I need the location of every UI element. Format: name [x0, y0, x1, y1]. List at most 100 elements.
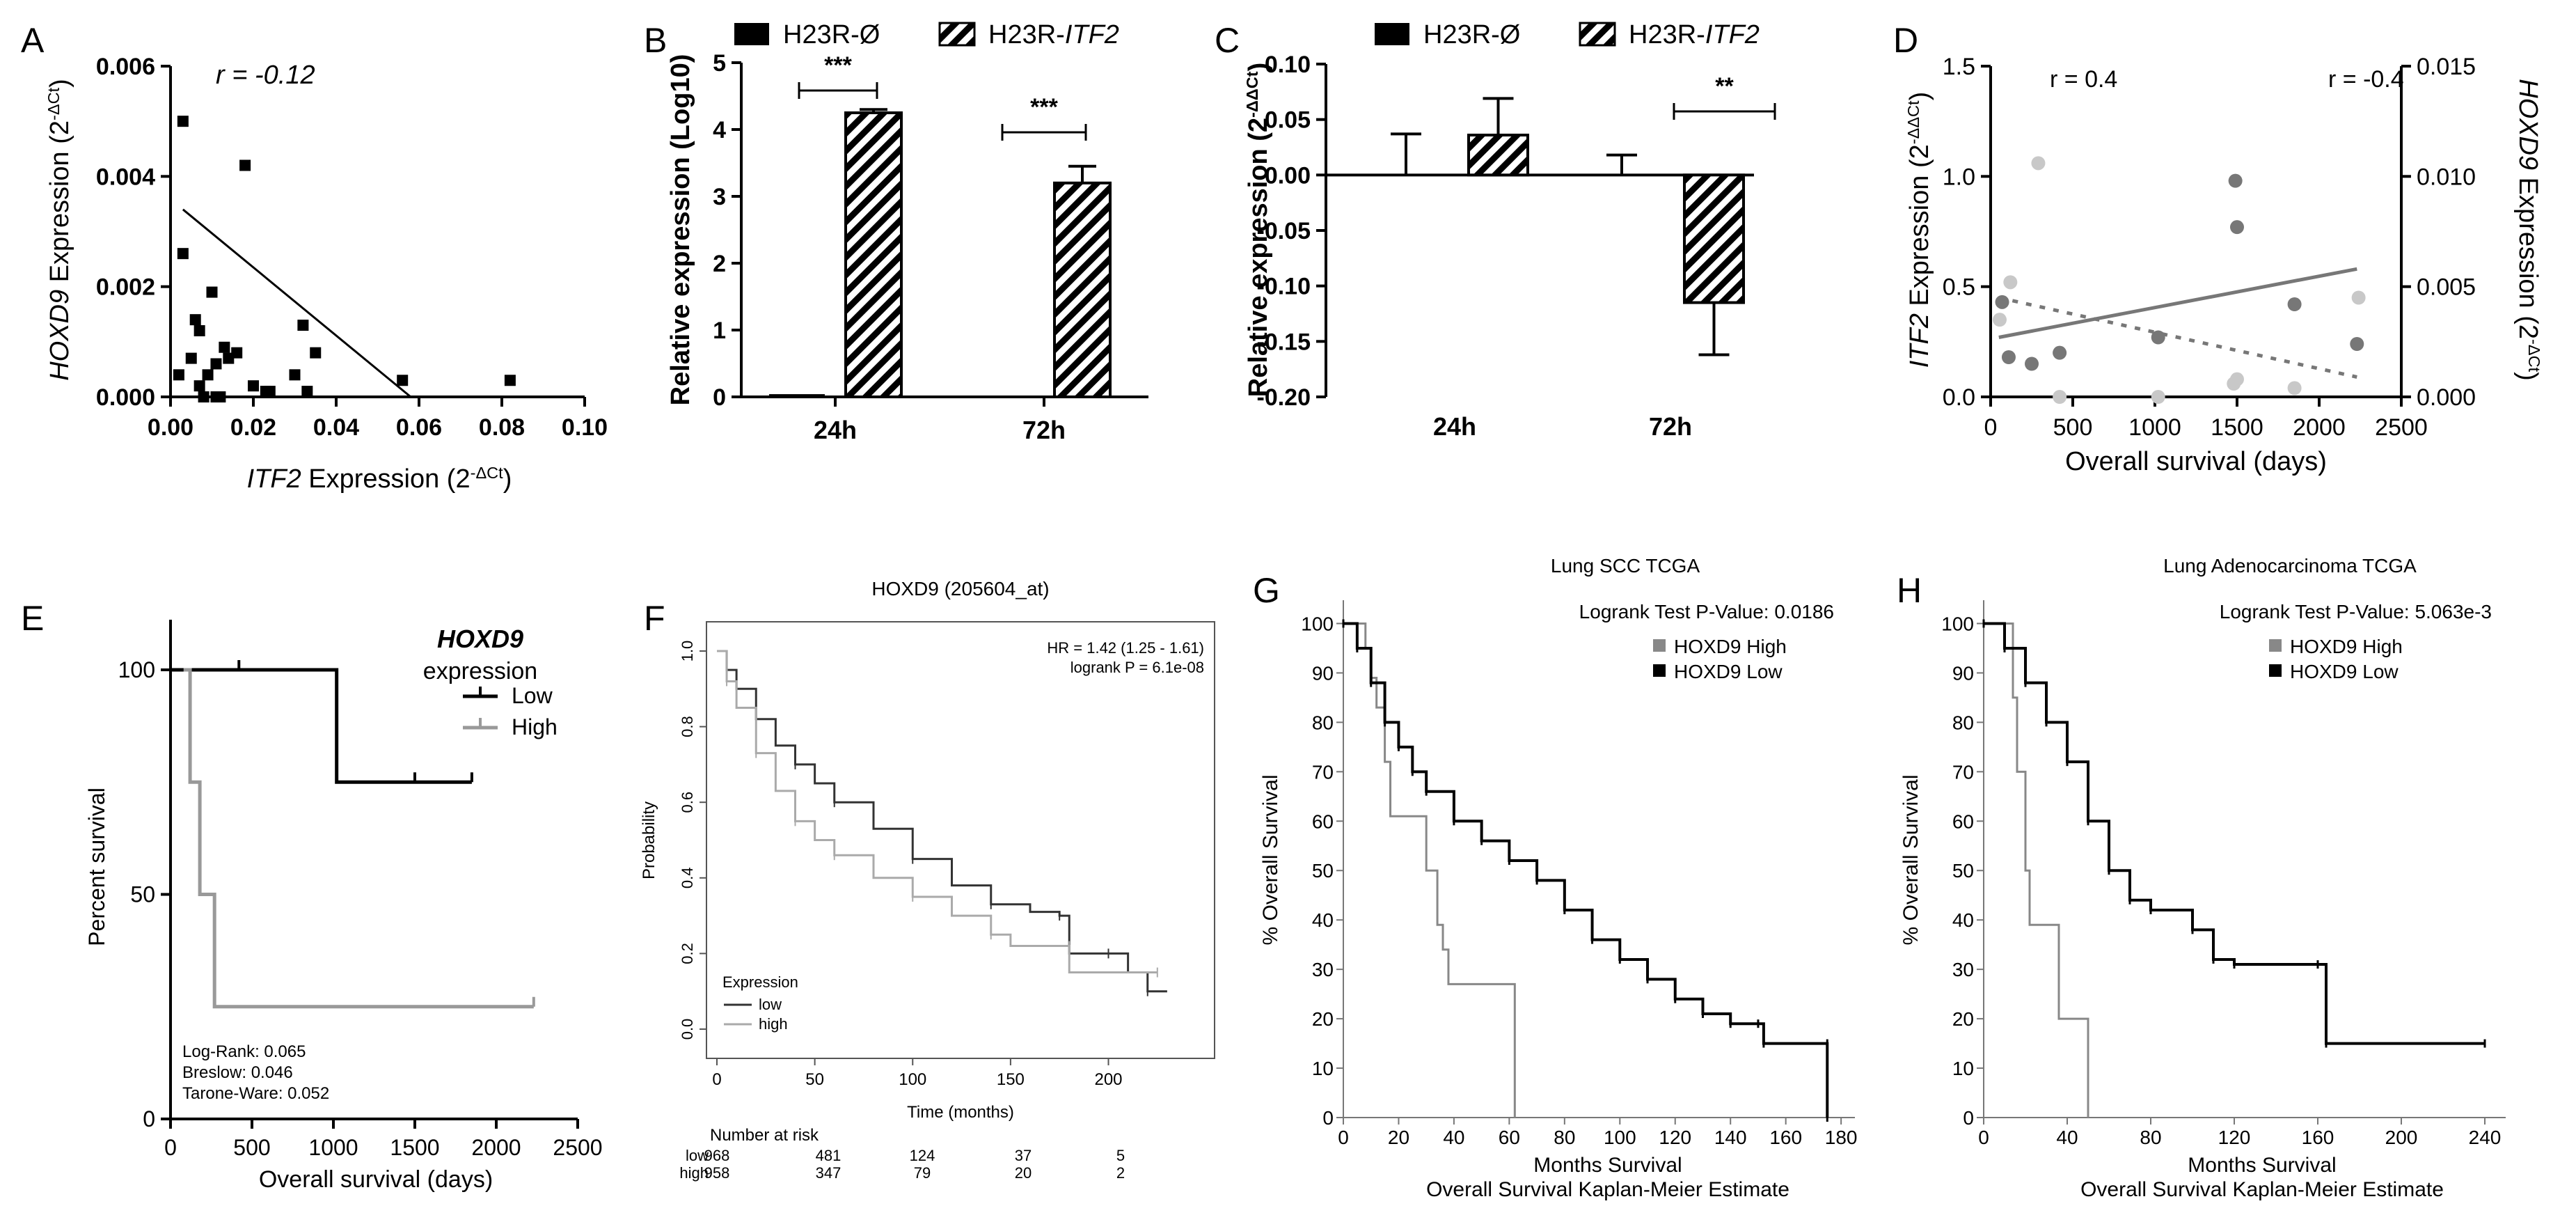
y-tick-label: -0.20 — [1257, 384, 1311, 411]
y-tick-label: 70 — [1952, 761, 1974, 783]
data-point — [198, 391, 210, 402]
panel-label-a: A — [21, 21, 45, 60]
y-tick-label: -0.15 — [1257, 329, 1311, 355]
x-tick-label: 2000 — [471, 1135, 521, 1160]
x-tick-label: 0 — [164, 1135, 177, 1160]
itf2-fit-line — [1998, 267, 2357, 339]
hoxd9-point — [2151, 390, 2165, 404]
y-tick-label: 50 — [1952, 860, 1974, 882]
data-point — [210, 358, 222, 370]
y-axis-label-left-part-3: ) — [1905, 92, 1934, 101]
y-axis-label-right-part-1: Expression (2 — [2513, 170, 2543, 339]
x-tick-label: 0 — [1984, 414, 1998, 441]
panel-label-e: E — [21, 599, 44, 638]
y-tick-label: 0.004 — [96, 164, 155, 190]
legend-label-h23r-itf2-part-0: H23R- — [1629, 20, 1705, 49]
y-tick-label: 10 — [1312, 1058, 1334, 1079]
y-tick-label-left: 1.5 — [1943, 54, 1975, 80]
y-tick-label: -0.05 — [1257, 218, 1311, 244]
y-tick-label: 70 — [1312, 761, 1334, 783]
data-point — [289, 369, 301, 381]
hoxd9-point — [2287, 381, 2302, 395]
y-axis-label: HOXD9 Expression (2-ΔCt) — [45, 79, 74, 381]
x-tick-label: 200 — [2385, 1127, 2418, 1148]
panel-b: B 0 1 2 3 4 5 24h 72h *** *** H23R-Ø H23R-ITF2 Relati… — [644, 20, 1148, 444]
x-tick-label: 0 — [1978, 1127, 1989, 1148]
risk-value: 37 — [1015, 1147, 1032, 1164]
legend-swatch-h23r-empty — [1375, 23, 1409, 45]
survival-curve-high — [717, 650, 1157, 974]
data-point — [397, 375, 409, 386]
bar-h23r-itf2 — [1053, 181, 1112, 398]
x-axis-label-part-0: ITF2 — [247, 464, 301, 494]
y-tick-label: 30 — [1952, 959, 1974, 980]
y-tick-label-right: 0.005 — [2417, 274, 2476, 301]
hoxd9-point — [1992, 313, 2007, 327]
x-tick-label: 0.08 — [479, 414, 525, 441]
y-tick-label: 100 — [1301, 613, 1334, 634]
y-tick-label: 0.00 — [1265, 162, 1311, 189]
hoxd9-point — [2053, 390, 2067, 404]
y-tick-label: -0.10 — [1257, 274, 1311, 300]
legend-title: Expression — [722, 973, 798, 991]
x-axis-label: Overall survival (days) — [259, 1166, 493, 1193]
data-point — [301, 386, 313, 398]
x-tick-label: 140 — [1714, 1127, 1747, 1148]
legend-swatch-h23r-empty — [734, 23, 769, 45]
y-axis-label: % Overall Survival — [1899, 774, 1922, 945]
y-tick-label: 100 — [118, 657, 155, 682]
chart-title: Lung Adenocarcinoma TCGA — [2163, 555, 2417, 577]
x-axis-label: Overall survival (days) — [2065, 447, 2327, 476]
panel-label-f: F — [644, 599, 665, 638]
panel-label-h: H — [1897, 571, 1922, 610]
data-point — [239, 159, 251, 171]
y-tick-label-left: 0.0 — [1943, 384, 1975, 411]
legend-label-low: low — [759, 996, 782, 1013]
data-point — [264, 386, 276, 398]
legend-swatch-h23r-itf2 — [1579, 22, 1616, 47]
y-tick-label: 0.05 — [1265, 107, 1311, 134]
risk-table-header: Number at risk — [710, 1126, 819, 1145]
y-tick-label: 90 — [1952, 662, 1974, 684]
y-axis-label-left-part-0: ITF2 — [1905, 313, 1934, 368]
itf2-point — [2228, 173, 2243, 188]
x-tick-label: 180 — [1825, 1127, 1858, 1148]
chart-caption: Overall Survival Kaplan-Meier Estimate — [2080, 1178, 2444, 1201]
x-tick-label: 160 — [2302, 1127, 2334, 1148]
x-tick-label: 0 — [1338, 1127, 1349, 1148]
hoxd9-point — [2031, 156, 2046, 171]
legend-label-hoxd9-low: HOXD9 Low — [1674, 661, 1783, 682]
legend-label-high: high — [759, 1015, 788, 1033]
x-tick-label: 72h — [1022, 416, 1066, 444]
plot-frame — [706, 621, 1215, 1059]
y-tick-label: 100 — [1941, 613, 1974, 634]
bar-h23r-itf2 — [1683, 173, 1745, 304]
legend-label-hoxd9-high: HOXD9 High — [2290, 636, 2403, 657]
bar-h23r-empty — [769, 394, 825, 397]
x-tick-label: 1000 — [308, 1135, 358, 1160]
survival-curve-hoxd9-high — [1343, 622, 1516, 1118]
itf2-point — [2025, 357, 2039, 371]
y-tick-label: 40 — [1312, 909, 1334, 931]
y-tick-label: 0 — [713, 384, 726, 411]
correlation-annotation: r = -0.12 — [216, 61, 315, 90]
y-tick-label: 4 — [713, 117, 726, 143]
legend-label-h23r-itf2-part-1: ITF2 — [1705, 20, 1760, 49]
itf2-point — [2053, 345, 2067, 360]
data-point — [193, 380, 205, 392]
legend-swatch-hoxd9-high — [1653, 639, 1666, 652]
hoxd9-fit-line — [1998, 296, 2357, 379]
panel-d: D 0 500 1000 1500 2000 2500 0.0 0.5 1.0 1.5 0.000 0.… — [1893, 21, 2543, 476]
y-tick-label: 20 — [1952, 1008, 1974, 1030]
y-tick-label: 0.002 — [96, 274, 155, 301]
y-tick-label: 0.000 — [96, 384, 155, 411]
x-axis-label: Time (months) — [907, 1103, 1014, 1122]
x-axis-label: Months Survival — [2188, 1154, 2336, 1177]
y-tick-label-right: 0.015 — [2417, 54, 2476, 80]
data-point — [189, 314, 201, 326]
logrank-pvalue: Logrank Test P-Value: 5.063e-3 — [2220, 601, 2492, 622]
x-tick-label: 60 — [1499, 1127, 1520, 1148]
x-tick-label: 1500 — [390, 1135, 439, 1160]
x-tick-label: 0.06 — [396, 414, 442, 441]
y-axis-label-part-0: Relative expression (2 — [1244, 118, 1273, 397]
